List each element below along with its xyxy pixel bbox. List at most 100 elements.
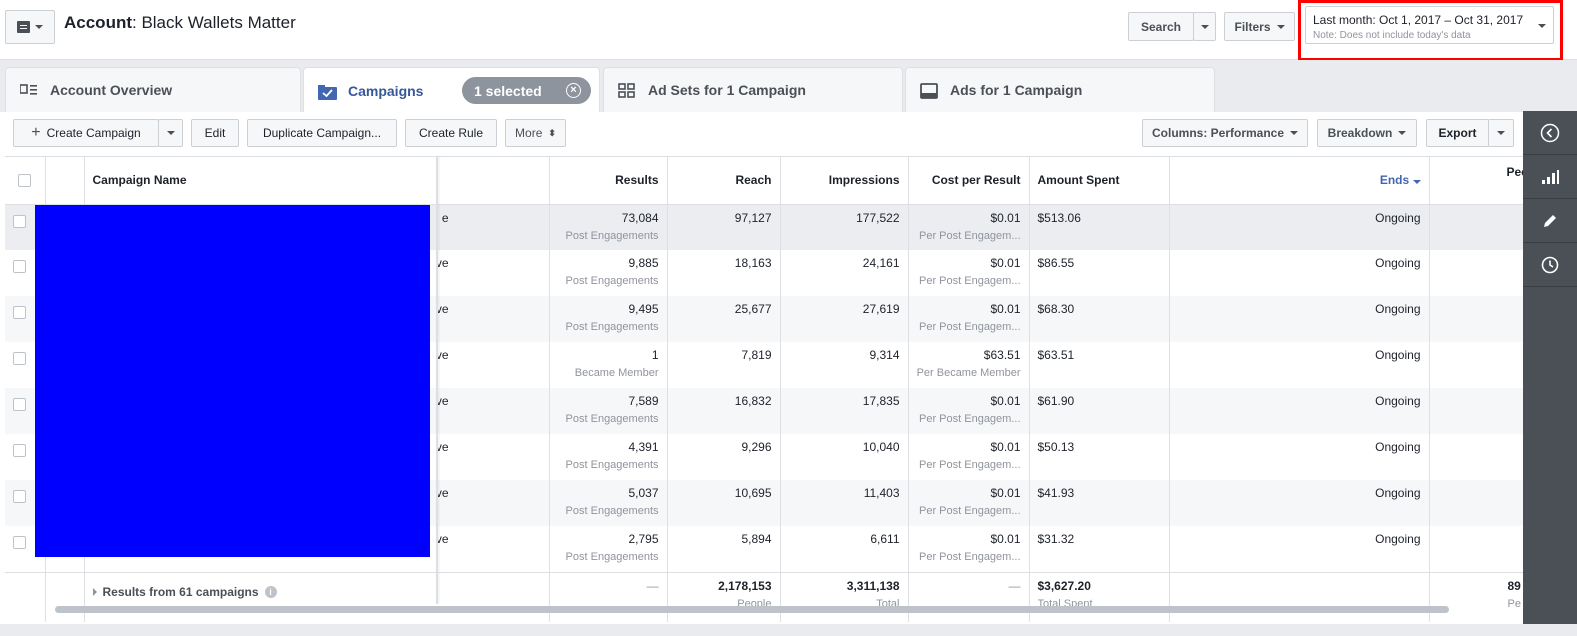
create-campaign-dropdown[interactable] bbox=[158, 119, 183, 147]
search-dropdown-button[interactable] bbox=[1193, 12, 1216, 41]
impressions-cell: 27,619 bbox=[780, 296, 909, 342]
reach-cell: 5,894 bbox=[667, 526, 781, 572]
chevron-down-icon bbox=[1276, 24, 1285, 29]
ends-cell: Ongoing bbox=[1169, 526, 1430, 572]
breakdown-button[interactable]: Breakdown bbox=[1317, 119, 1417, 147]
account-menu-icon bbox=[17, 21, 30, 33]
history-button[interactable] bbox=[1523, 243, 1577, 287]
amount-spent-cell: $61.90 bbox=[1029, 388, 1170, 434]
row-checkbox[interactable] bbox=[13, 490, 26, 503]
chevron-down-icon bbox=[1290, 131, 1299, 135]
row-checkbox[interactable] bbox=[13, 536, 26, 549]
filters-button[interactable]: Filters bbox=[1224, 12, 1295, 41]
column-header-cost-per-result[interactable]: Cost per Result bbox=[908, 157, 1030, 205]
row-checkbox[interactable] bbox=[13, 352, 26, 365]
export-dropdown[interactable] bbox=[1488, 119, 1514, 147]
people-cell bbox=[1429, 480, 1523, 526]
column-header-results[interactable]: Results bbox=[549, 157, 668, 205]
selected-count-pill[interactable]: 1 selected × bbox=[462, 77, 591, 104]
table-row[interactable]: ve 2,795 Post Engagements 5,894 6,611 $0.01 Pe… bbox=[5, 526, 1523, 572]
date-range-picker[interactable]: Last month: Oct 1, 2017 – Oct 31, 2017 N… bbox=[1305, 6, 1554, 44]
ends-cell: Ongoing bbox=[1169, 434, 1430, 480]
reach-cell: 18,163 bbox=[667, 250, 781, 296]
results-cell: 4,391 Post Engagements bbox=[549, 434, 668, 480]
reach-cell: 25,677 bbox=[667, 296, 781, 342]
chevron-down-icon bbox=[1398, 131, 1407, 135]
delivery-fragment: e bbox=[441, 210, 449, 225]
tab-account-overview[interactable]: Account Overview bbox=[5, 67, 301, 112]
results-cell: 1 Became Member bbox=[549, 342, 668, 388]
search-button[interactable]: Search bbox=[1128, 12, 1194, 41]
horizontal-scrollbar[interactable] bbox=[55, 606, 1449, 613]
cost-per-result-cell: $0.01 Per Post Engagem... bbox=[908, 296, 1030, 342]
info-icon[interactable]: i bbox=[264, 585, 277, 598]
tab-ads[interactable]: Ads for 1 Campaign bbox=[905, 67, 1215, 112]
campaign-toolbar: + Create Campaign Edit Duplicate Campaig… bbox=[0, 112, 1523, 156]
column-header-people[interactable]: People TA bbox=[1429, 157, 1523, 205]
export-button[interactable]: Export bbox=[1426, 119, 1489, 147]
account-menu-button[interactable] bbox=[5, 10, 55, 44]
people-cell bbox=[1429, 342, 1523, 388]
chevron-left-circle-icon bbox=[1540, 123, 1560, 142]
select-all-cell[interactable] bbox=[5, 157, 46, 205]
row-checkbox[interactable] bbox=[13, 214, 26, 228]
results-summary[interactable]: Results from 61 campaigns i bbox=[92, 579, 541, 599]
amount-spent-cell: $68.30 bbox=[1029, 296, 1170, 342]
total-cost-per-result: — bbox=[908, 571, 1030, 622]
clear-selection-icon[interactable]: × bbox=[566, 83, 581, 98]
delivery-fragment: ve bbox=[435, 256, 449, 270]
columns-button[interactable]: Columns: Performance bbox=[1142, 119, 1308, 147]
column-header-reach[interactable]: Reach bbox=[667, 157, 781, 205]
amount-spent-cell: $41.93 bbox=[1029, 480, 1170, 526]
cost-per-result-cell: $0.01 Per Post Engagem... bbox=[908, 250, 1030, 296]
row-checkbox[interactable] bbox=[13, 260, 26, 273]
column-header-campaign-name[interactable]: Campaign Name bbox=[84, 157, 550, 205]
create-campaign-button[interactable]: + Create Campaign bbox=[13, 119, 159, 147]
create-rule-button[interactable]: Create Rule bbox=[405, 119, 497, 147]
amount-spent-cell: $63.51 bbox=[1029, 342, 1170, 388]
total-impressions: 3,311,138 Total bbox=[780, 571, 909, 622]
reach-cell: 10,695 bbox=[667, 480, 781, 526]
collapse-panel-button[interactable] bbox=[1523, 111, 1577, 155]
column-header-amount-spent[interactable]: Amount Spent bbox=[1029, 157, 1170, 205]
chevron-down-icon bbox=[35, 25, 43, 29]
row-checkbox[interactable] bbox=[13, 306, 26, 319]
reach-cell: 97,127 bbox=[667, 204, 781, 250]
edit-panel-button[interactable] bbox=[1523, 199, 1577, 243]
chevron-down-icon bbox=[1538, 24, 1546, 28]
table-header-row: Campaign Name Results Reach Impressions … bbox=[5, 157, 1523, 205]
column-header-impressions[interactable]: Impressions bbox=[780, 157, 909, 205]
select-all-checkbox[interactable] bbox=[18, 174, 32, 188]
people-cell bbox=[1429, 250, 1523, 296]
delivery-fragment: ve bbox=[435, 302, 449, 316]
edit-button[interactable]: Edit bbox=[191, 119, 239, 147]
results-cell: 2,795 Post Engagements bbox=[549, 526, 668, 572]
row-checkbox[interactable] bbox=[13, 444, 26, 457]
results-cell: 9,495 Post Engagements bbox=[549, 296, 668, 342]
toggle-header-cell bbox=[45, 157, 85, 205]
chevron-down-icon bbox=[166, 131, 175, 135]
charts-button[interactable] bbox=[1523, 155, 1577, 199]
tab-ad-sets[interactable]: Ad Sets for 1 Campaign bbox=[603, 67, 903, 112]
duplicate-campaign-button[interactable]: Duplicate Campaign... bbox=[247, 119, 397, 147]
people-cell bbox=[1429, 296, 1523, 342]
ad-icon bbox=[920, 83, 938, 99]
campaigns-checkbox-icon bbox=[318, 84, 337, 100]
people-cell bbox=[1429, 388, 1523, 434]
impressions-cell: 10,040 bbox=[780, 434, 909, 480]
account-title: Account: Black Wallets Matter bbox=[64, 13, 296, 32]
column-header-ends[interactable]: Ends bbox=[1169, 157, 1430, 205]
clock-icon bbox=[1541, 256, 1559, 273]
row-checkbox[interactable] bbox=[13, 398, 26, 411]
amount-spent-cell: $31.32 bbox=[1029, 526, 1170, 572]
ends-cell: Ongoing bbox=[1169, 296, 1430, 342]
amount-spent-cell: $50.13 bbox=[1029, 434, 1170, 480]
more-button[interactable]: More ⬍ bbox=[505, 119, 566, 147]
total-amount-spent: $3,627.20 Total Spent bbox=[1029, 571, 1170, 622]
ends-cell: Ongoing bbox=[1169, 342, 1430, 388]
tab-campaigns[interactable]: Campaigns 1 selected × bbox=[303, 67, 600, 113]
impressions-cell: 6,611 bbox=[780, 526, 909, 572]
ends-cell: Ongoing bbox=[1169, 480, 1430, 526]
people-cell bbox=[1429, 526, 1523, 572]
account-overview-icon bbox=[19, 83, 38, 97]
